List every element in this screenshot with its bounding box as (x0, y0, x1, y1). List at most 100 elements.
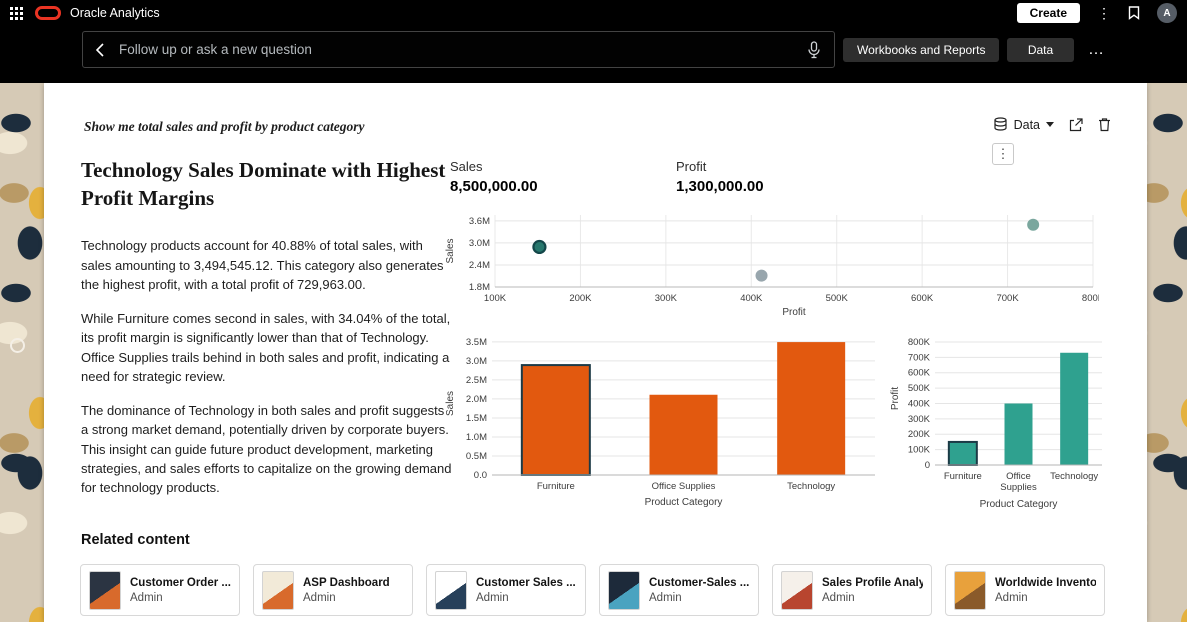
workbook-thumbnail (262, 570, 294, 610)
data-nav-button[interactable]: Data (1007, 37, 1074, 62)
create-button[interactable]: Create (1016, 3, 1080, 23)
svg-text:100K: 100K (908, 445, 931, 456)
chevron-down-icon (1046, 122, 1054, 127)
header-ellipsis-icon[interactable]: … (1088, 40, 1106, 58)
avatar[interactable]: A (1157, 3, 1177, 23)
kpi-sales: Sales 8,500,000.00 (450, 159, 538, 195)
related-card-subtitle: Admin (130, 591, 163, 604)
svg-text:Furniture: Furniture (944, 471, 982, 482)
workbook-thumbnail (608, 570, 640, 610)
top-bar: Oracle Analytics Create ⋮ A (0, 0, 1187, 26)
svg-text:100K: 100K (484, 293, 507, 304)
svg-text:600K: 600K (911, 293, 934, 304)
narrative-block: Technology Sales Dominate with Highest P… (81, 157, 453, 512)
svg-text:Technology: Technology (1050, 471, 1098, 482)
main-area: Show me total sales and profit by produc… (0, 83, 1187, 622)
open-in-new-icon[interactable] (1069, 117, 1083, 132)
chart-kebab-button[interactable]: ⋮ (992, 143, 1014, 165)
data-dropdown[interactable]: Data (993, 117, 1054, 132)
workbook-thumbnail (954, 570, 986, 610)
kpi-sales-label: Sales (450, 159, 483, 174)
svg-text:3.6M: 3.6M (469, 216, 490, 227)
headline: Technology Sales Dominate with Highest P… (81, 158, 446, 210)
answer-card: Show me total sales and profit by produc… (44, 83, 1147, 622)
profit-bar-chart[interactable]: 0 100K 200K 300K 400K 500K 600K 700K 800K Furnitu… (889, 323, 1114, 518)
svg-text:Profit: Profit (890, 387, 901, 411)
related-card-subtitle: Admin (995, 591, 1028, 604)
svg-text:Office: Office (1006, 471, 1031, 482)
kpi-profit: Profit 1,300,000.00 (676, 159, 764, 195)
header-kebab-menu-icon[interactable]: ⋮ (1097, 5, 1111, 21)
svg-text:500K: 500K (826, 293, 849, 304)
svg-text:500K: 500K (908, 383, 931, 394)
search-row: Workbooks and Reports Data … (0, 26, 1187, 83)
back-chevron-icon[interactable] (96, 42, 104, 57)
svg-text:0.0: 0.0 (474, 470, 487, 481)
svg-text:Supplies: Supplies (1000, 482, 1037, 493)
top-bar-right: Create ⋮ A (1016, 3, 1177, 23)
kpi-profit-label: Profit (676, 159, 707, 174)
svg-text:Product Category: Product Category (980, 499, 1058, 510)
query-text: Show me total sales and profit by produc… (84, 119, 365, 134)
kpi-profit-value: 1,300,000.00 (676, 178, 764, 195)
related-card-title: Sales Profile Analysis (822, 576, 923, 589)
svg-text:200K: 200K (569, 293, 592, 304)
svg-text:1.5M: 1.5M (466, 413, 487, 424)
oracle-logo-icon (35, 6, 61, 20)
sales-bar-chart[interactable]: 0.0 0.5M 1.0M 1.5M 2.0M 2.5M 3.0M 3.5M Furniture… (444, 323, 939, 513)
related-card-title: ASP Dashboard (303, 576, 390, 589)
related-card-subtitle: Admin (476, 591, 509, 604)
svg-text:0.5M: 0.5M (466, 451, 487, 462)
related-card[interactable]: ASP Dashboard Admin (253, 564, 413, 616)
svg-text:700K: 700K (908, 352, 931, 363)
svg-text:3.0M: 3.0M (466, 356, 487, 367)
related-card-title: Worldwide Inventor... (995, 576, 1096, 589)
search-box (82, 31, 835, 68)
workbook-thumbnail (781, 570, 813, 610)
related-card-title: Customer Order ... (130, 576, 231, 589)
svg-text:Office Supplies: Office Supplies (652, 481, 716, 492)
svg-text:2.5M: 2.5M (466, 375, 487, 386)
search-input[interactable] (117, 41, 794, 58)
related-card-title: Customer Sales ... (476, 576, 576, 589)
delete-icon[interactable] (1098, 117, 1111, 132)
svg-text:200K: 200K (908, 429, 931, 440)
top-bar-left: Oracle Analytics (10, 6, 160, 20)
workbooks-reports-button[interactable]: Workbooks and Reports (843, 37, 999, 62)
svg-text:2.4M: 2.4M (469, 260, 490, 271)
related-card[interactable]: Customer-Sales ... Admin (599, 564, 759, 616)
database-icon (993, 117, 1008, 132)
narrative-paragraphs: Technology products account for 40.88% o… (81, 236, 453, 497)
card-toolbar: Data (993, 117, 1111, 132)
related-content-heading: Related content (81, 532, 190, 548)
related-card[interactable]: Customer Order ... Admin (80, 564, 240, 616)
related-card[interactable]: Worldwide Inventor... Admin (945, 564, 1105, 616)
data-dropdown-label: Data (1013, 117, 1040, 132)
svg-text:2.0M: 2.0M (466, 394, 487, 405)
related-card[interactable]: Sales Profile Analysis Admin (772, 564, 932, 616)
svg-text:600K: 600K (908, 368, 931, 379)
svg-text:3.0M: 3.0M (469, 238, 490, 249)
svg-text:300K: 300K (655, 293, 678, 304)
app-grid-icon[interactable] (10, 6, 23, 20)
narrative-paragraph: While Furniture comes second in sales, w… (81, 311, 451, 384)
related-cards: Customer Order ... Admin ASP Dashboard Admi… (80, 564, 1105, 616)
svg-text:700K: 700K (996, 293, 1019, 304)
svg-text:Product Category: Product Category (645, 497, 723, 508)
svg-text:400K: 400K (740, 293, 763, 304)
related-card[interactable]: Customer Sales ... Admin (426, 564, 586, 616)
decorative-circle (10, 338, 25, 353)
related-card-subtitle: Admin (303, 591, 336, 604)
svg-text:800K: 800K (1082, 293, 1099, 304)
svg-text:800K: 800K (908, 337, 931, 348)
svg-text:Sales: Sales (445, 391, 456, 416)
related-card-subtitle: Admin (822, 591, 855, 604)
svg-text:1.8M: 1.8M (469, 282, 490, 293)
scatter-chart[interactable]: 100K 200K 300K 400K 500K 600K 700K 800K 1.8M 2.4M… (444, 208, 1099, 323)
mic-icon[interactable] (807, 40, 821, 59)
narrative-paragraph: The dominance of Technology in both sale… (81, 403, 452, 496)
app-title: Oracle Analytics (70, 6, 160, 20)
kpi-sales-value: 8,500,000.00 (450, 178, 538, 195)
svg-text:0: 0 (925, 460, 930, 471)
bookmark-icon[interactable] (1128, 6, 1140, 20)
